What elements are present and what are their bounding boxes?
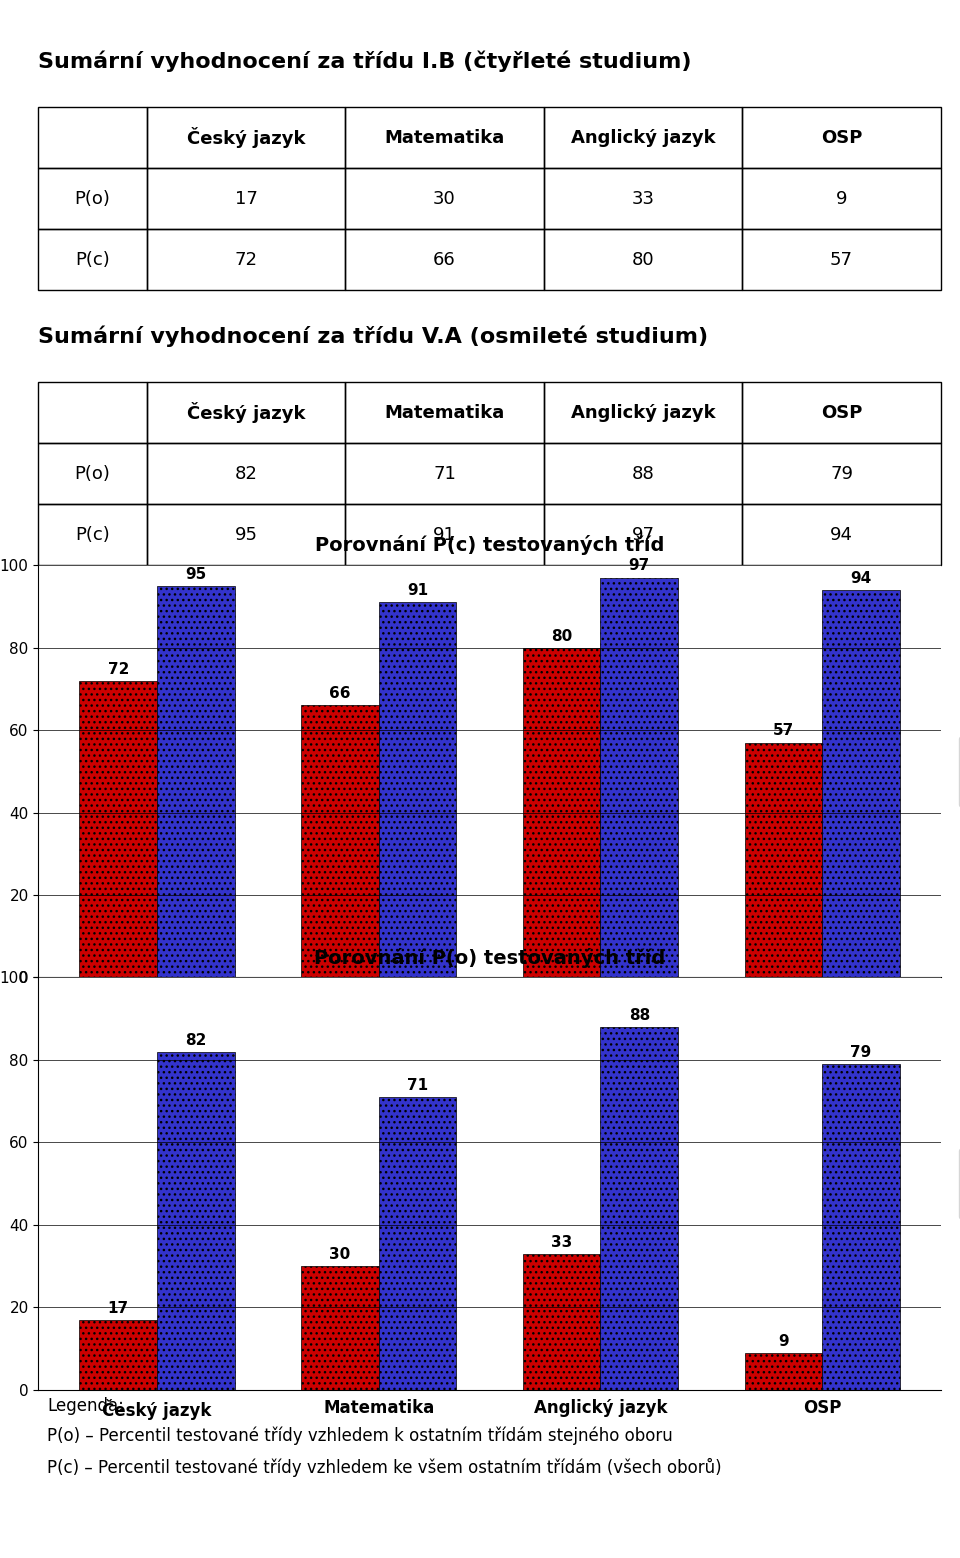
Text: 91: 91 [407, 583, 428, 598]
Text: P(c): P(c) [75, 251, 109, 270]
Text: 94: 94 [830, 525, 853, 544]
Bar [523, 1254, 600, 1390]
Bar [742, 382, 941, 442]
Text: 9: 9 [778, 1334, 789, 1349]
Bar [346, 229, 543, 290]
Text: 95: 95 [185, 567, 206, 581]
Bar [157, 586, 234, 977]
Bar [379, 1097, 456, 1390]
Bar [822, 1064, 900, 1390]
Bar [379, 603, 456, 977]
Text: 17: 17 [234, 190, 257, 207]
Bar [80, 1320, 157, 1390]
Text: 91: 91 [433, 525, 456, 544]
Text: OSP: OSP [821, 404, 862, 422]
Bar [745, 743, 822, 977]
Bar [822, 590, 900, 977]
Bar [543, 108, 742, 168]
Text: Český jazyk: Český jazyk [186, 402, 305, 424]
Text: Matematika: Matematika [384, 404, 505, 422]
Bar [346, 108, 543, 168]
Text: Matematika: Matematika [384, 129, 505, 146]
Text: 79: 79 [830, 464, 853, 483]
Text: 80: 80 [632, 251, 655, 270]
Text: P(o): P(o) [75, 464, 110, 483]
Text: Sumární vyhodnocení za třídu I.B (čtyřleté studium): Sumární vyhodnocení za třídu I.B (čtyřle… [38, 51, 692, 72]
Bar [38, 108, 147, 168]
Bar [301, 1267, 379, 1390]
Text: Sumární vyhodnocení za třídu V.A (osmileté studium): Sumární vyhodnocení za třídu V.A (osmile… [38, 326, 708, 347]
Text: 57: 57 [830, 251, 853, 270]
Text: 80: 80 [551, 628, 572, 643]
Bar [543, 382, 742, 442]
Text: 33: 33 [632, 190, 655, 207]
Bar [346, 168, 543, 229]
Bar [147, 442, 346, 505]
Text: 30: 30 [329, 1246, 350, 1262]
Legend: I.B, V.A: I.B, V.A [959, 1148, 960, 1218]
Text: 66: 66 [433, 251, 456, 270]
Bar [38, 505, 147, 566]
Text: 71: 71 [433, 464, 456, 483]
Text: 79: 79 [851, 1045, 872, 1059]
Text: 72: 72 [234, 251, 257, 270]
Bar [742, 229, 941, 290]
Text: 72: 72 [108, 662, 129, 676]
Text: 82: 82 [185, 1033, 206, 1047]
Text: P(o): P(o) [75, 190, 110, 207]
Bar [346, 382, 543, 442]
Bar [523, 648, 600, 977]
Bar [147, 108, 346, 168]
Text: 66: 66 [329, 686, 350, 701]
Bar [600, 578, 678, 977]
Bar [745, 1352, 822, 1390]
Text: 88: 88 [632, 464, 655, 483]
Bar [38, 229, 147, 290]
Text: 94: 94 [851, 570, 872, 586]
Text: 17: 17 [108, 1301, 129, 1315]
Text: 82: 82 [234, 464, 257, 483]
Bar [543, 442, 742, 505]
Bar [147, 382, 346, 442]
Bar [742, 442, 941, 505]
Bar [147, 229, 346, 290]
Text: Český jazyk: Český jazyk [186, 128, 305, 148]
Bar [80, 681, 157, 977]
Text: 71: 71 [407, 1078, 428, 1092]
Text: 97: 97 [629, 558, 650, 573]
Text: Legenda:
P(o) – Percentil testované třídy vzhledem k ostatním třídám stejného ob: Legenda: P(o) – Percentil testované tříd… [47, 1398, 722, 1477]
Legend: I.B, V.A: I.B, V.A [959, 735, 960, 807]
Bar [147, 505, 346, 566]
Text: OSP: OSP [821, 129, 862, 146]
Bar [346, 505, 543, 566]
Text: 95: 95 [234, 525, 257, 544]
Bar [147, 168, 346, 229]
Bar [742, 108, 941, 168]
Title: Porovnání P(c) testovaných tříd: Porovnání P(c) testovaných tříd [315, 536, 664, 555]
Bar [157, 1052, 234, 1390]
Text: P(c): P(c) [75, 525, 109, 544]
Bar [600, 1027, 678, 1390]
Bar [543, 168, 742, 229]
Title: Porovnání P(o) testovaných tříd: Porovnání P(o) testovaných tříd [314, 947, 665, 968]
Text: 30: 30 [433, 190, 456, 207]
Bar [543, 505, 742, 566]
Text: Anglický jazyk: Anglický jazyk [570, 404, 715, 422]
Text: 33: 33 [551, 1234, 572, 1250]
Text: 57: 57 [773, 723, 794, 738]
Bar [742, 168, 941, 229]
Bar [38, 382, 147, 442]
Text: 88: 88 [629, 1008, 650, 1024]
Text: 97: 97 [632, 525, 655, 544]
Bar [38, 442, 147, 505]
Bar [742, 505, 941, 566]
Bar [346, 442, 543, 505]
Bar [38, 168, 147, 229]
Bar [301, 706, 379, 977]
Bar [543, 229, 742, 290]
Text: 9: 9 [836, 190, 848, 207]
Text: Anglický jazyk: Anglický jazyk [570, 129, 715, 146]
